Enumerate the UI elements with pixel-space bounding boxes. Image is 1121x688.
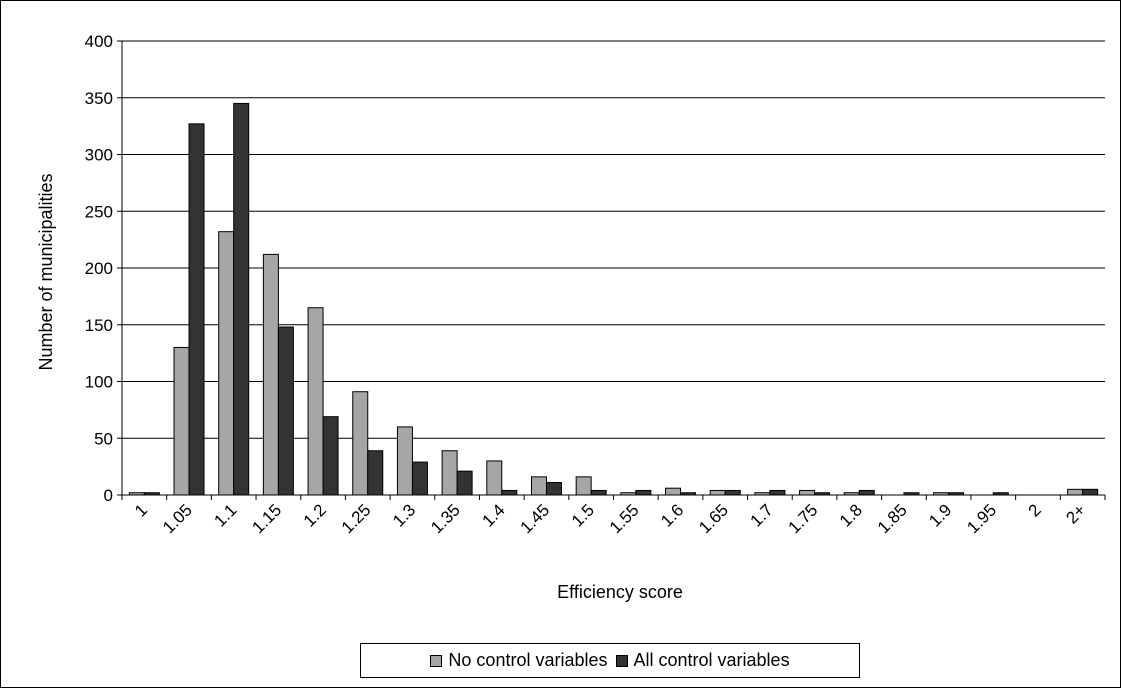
bar-no-control <box>530 476 547 496</box>
y-tick-label: 300 <box>85 146 113 165</box>
legend-swatch <box>430 654 443 667</box>
bar-all-control <box>188 123 205 496</box>
bar-all-control <box>233 102 250 496</box>
bar-no-control <box>799 489 816 496</box>
x-tick-label: 1.85 <box>874 500 911 537</box>
bar-all-control <box>1082 488 1099 496</box>
bar-all-control <box>724 489 741 496</box>
axes <box>121 41 1106 500</box>
bar-all-control <box>277 326 294 496</box>
x-tick-label: 1.15 <box>248 500 285 537</box>
x-tick-label: 1.9 <box>925 500 955 530</box>
legend-swatch <box>615 654 628 667</box>
legend-label: No control variables <box>448 650 608 670</box>
bar-chart: 0 50 100 150 200 250 300 350 400 1 1.05 1.1 1.15 1.2… <box>36 32 1106 602</box>
x-tick-label: 1.35 <box>427 500 464 537</box>
bar-no-control <box>1067 488 1084 496</box>
bar-no-control <box>441 450 458 496</box>
legend: No control variables All control variabl… <box>360 643 860 678</box>
x-tick-label: 1.2 <box>300 500 330 530</box>
x-tick-label: 1.5 <box>568 500 598 530</box>
legend-label: All control variables <box>633 650 790 670</box>
x-tick-label: 1 <box>131 500 151 520</box>
bar-no-control <box>486 460 503 496</box>
bar-all-control <box>411 461 428 496</box>
bar-no-control <box>352 391 369 496</box>
x-tick-label: 1.75 <box>785 500 822 537</box>
x-tick-label: 1.8 <box>836 500 866 530</box>
bar-all-control <box>545 482 562 496</box>
bar-all-control <box>501 489 518 496</box>
bar-no-control <box>173 346 190 496</box>
bars <box>128 102 1099 496</box>
x-tick-label: 2 <box>1025 500 1045 520</box>
bar-all-control <box>322 416 339 496</box>
y-tick-label: 150 <box>85 316 113 335</box>
x-tick-label: 1.65 <box>695 500 732 537</box>
y-tick-label: 100 <box>85 373 113 392</box>
x-tick-label: 1.45 <box>516 500 553 537</box>
x-tick-label: 1.25 <box>338 500 375 537</box>
bar-no-control <box>665 487 682 496</box>
x-tick-label: 2+ <box>1062 500 1089 527</box>
bar-no-control <box>307 307 324 496</box>
bar-no-control <box>709 489 726 496</box>
x-tick-labels: 1 1.05 1.1 1.15 1.2 1.25 1.3 1.35 1.4 1.45 1.5 1.55… <box>131 500 1089 537</box>
y-tick-label: 200 <box>85 259 113 278</box>
x-axis-title: Efficiency score <box>557 582 683 602</box>
x-tick-label: 1.6 <box>657 500 687 530</box>
bar-all-control <box>367 450 384 496</box>
y-tick-labels: 0 50 100 150 200 250 300 350 400 <box>85 32 113 505</box>
legend-item-series-1: No control variables <box>430 650 608 671</box>
x-tick-label: 1.05 <box>159 500 196 537</box>
x-tick-label: 1.3 <box>389 500 419 530</box>
y-tick-label: 0 <box>104 486 113 505</box>
bar-all-control <box>456 470 473 496</box>
bar-no-control <box>396 426 413 496</box>
x-tick-label: 1.95 <box>963 500 1000 537</box>
y-tick-label: 250 <box>85 202 113 221</box>
bar-no-control <box>575 476 592 496</box>
legend-item-series-2: All control variables <box>615 650 790 671</box>
x-tick-label: 1.7 <box>747 500 777 530</box>
bar-all-control <box>590 489 607 496</box>
bar-all-control <box>769 489 786 496</box>
bar-all-control <box>635 489 652 496</box>
bar-no-control <box>262 253 279 496</box>
bar-all-control <box>858 489 875 496</box>
y-tick-label: 50 <box>94 429 113 448</box>
y-tick-label: 400 <box>85 32 113 51</box>
x-tick-label: 1.4 <box>478 500 508 530</box>
y-axis-title: Number of municipalities <box>36 173 56 370</box>
y-tick-label: 350 <box>85 89 113 108</box>
x-tick-label: 1.1 <box>210 500 240 530</box>
bar-no-control <box>218 231 235 496</box>
x-tick-label: 1.55 <box>606 500 643 537</box>
